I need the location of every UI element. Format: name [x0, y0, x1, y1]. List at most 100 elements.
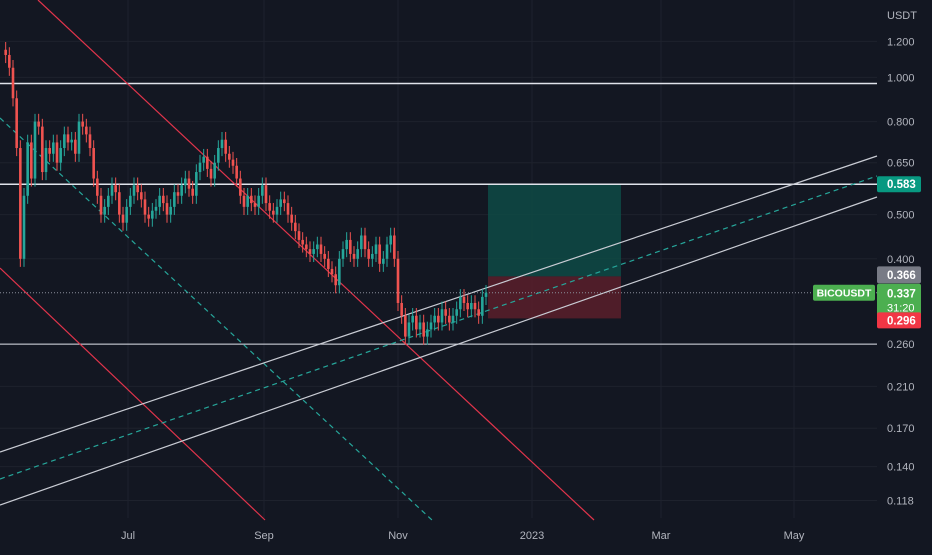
candle-body — [389, 235, 392, 245]
candle-body — [367, 249, 370, 259]
candle-body — [371, 253, 374, 259]
candle-body — [198, 162, 202, 173]
x-tick-label: Mar — [652, 530, 671, 542]
current-price-tag: 0.337 — [887, 289, 916, 301]
reference-price-tag: 0.366 — [887, 270, 916, 282]
candle-body — [15, 98, 18, 149]
y-tick-label: 0.400 — [887, 254, 915, 266]
candle-body — [239, 178, 242, 196]
candle-body — [451, 315, 455, 323]
candle-body — [308, 249, 312, 254]
candle-body — [290, 214, 293, 223]
x-tick-label: Sep — [254, 530, 274, 542]
candle-body — [319, 244, 323, 254]
candle-body — [316, 244, 319, 250]
candle-body — [334, 274, 337, 286]
y-tick-label: 0.140 — [887, 462, 915, 474]
red-channel-line-top — [37, 0, 595, 521]
y-tick-label: 0.170 — [887, 423, 915, 435]
candle-body — [8, 54, 11, 68]
candle-body — [125, 206, 128, 223]
candle-body — [147, 214, 150, 219]
candle-body — [477, 309, 480, 316]
candle-body — [195, 172, 198, 196]
candle-body — [140, 192, 143, 200]
candle-body — [253, 203, 257, 207]
ascending-channel-bottom — [0, 196, 878, 506]
candle-body — [22, 195, 26, 259]
candle-body — [55, 142, 59, 163]
candle-body — [121, 214, 125, 223]
candle-body — [455, 309, 458, 316]
candle-body — [242, 195, 246, 207]
candle-body — [275, 206, 279, 215]
candle-body — [33, 121, 37, 179]
candle-body — [224, 139, 227, 154]
candle-body — [48, 148, 51, 154]
candle-body — [305, 244, 308, 250]
candle-body — [360, 235, 363, 250]
red-channel-line-bottom — [0, 267, 266, 521]
candle-body — [11, 67, 15, 99]
candle-body — [217, 148, 220, 163]
candle-body — [297, 231, 301, 240]
candle-body — [132, 185, 136, 196]
candle-body — [330, 268, 334, 275]
candle-body — [473, 302, 477, 310]
candle-body — [96, 178, 99, 196]
ascending-channel-top — [0, 155, 878, 453]
candle-body — [70, 139, 73, 143]
y-tick-label: 0.210 — [887, 381, 915, 393]
candle-body — [184, 178, 187, 186]
candle-body — [312, 249, 315, 254]
candle-body — [286, 203, 290, 215]
candle-body — [264, 185, 268, 204]
candle-body — [187, 178, 191, 189]
candle-body — [341, 249, 345, 259]
candle-body — [385, 244, 389, 259]
candle-body — [231, 159, 235, 166]
candle-body — [103, 206, 106, 215]
candle-body — [162, 195, 165, 204]
candle-body — [202, 156, 205, 163]
candle-body — [301, 239, 304, 245]
level-price-tag-bg — [877, 176, 921, 193]
x-tick-label: May — [784, 530, 805, 542]
candle-body — [136, 185, 139, 193]
candle-body — [459, 296, 462, 310]
candle-body — [235, 165, 238, 179]
level-price-tag: 0.583 — [887, 179, 916, 191]
y-tick-label: 0.650 — [887, 158, 915, 170]
y-tick-label: 1.200 — [887, 36, 915, 48]
candle-body — [191, 188, 194, 196]
candle-body — [411, 315, 414, 323]
symbol-tag: BICOUSDT — [817, 288, 872, 300]
candle-body — [426, 329, 429, 337]
x-tick-label: 2023 — [520, 530, 544, 542]
candle-body — [345, 239, 348, 250]
candle-body — [99, 195, 103, 215]
candle-body — [418, 322, 422, 330]
candle-body — [356, 249, 359, 259]
candle-body — [294, 222, 297, 232]
y-tick-label: 0.500 — [887, 210, 915, 222]
candle-body — [173, 192, 176, 207]
candle-body — [481, 296, 484, 316]
y-tick-label: 0.118 — [887, 495, 914, 507]
candle-body — [129, 195, 132, 207]
candle-body — [422, 322, 425, 337]
y-tick-label: 0.260 — [887, 339, 915, 351]
candle-body — [440, 309, 444, 323]
candle-body — [279, 199, 282, 207]
candle-body — [52, 142, 55, 154]
candle-body — [209, 168, 213, 179]
candle-body — [470, 302, 473, 310]
candle-body — [433, 315, 436, 323]
candle-body — [169, 206, 172, 215]
candle-body — [374, 244, 378, 254]
candle-body — [444, 309, 447, 316]
reference-price-tag-bg — [877, 266, 921, 284]
candle-body — [228, 153, 231, 160]
